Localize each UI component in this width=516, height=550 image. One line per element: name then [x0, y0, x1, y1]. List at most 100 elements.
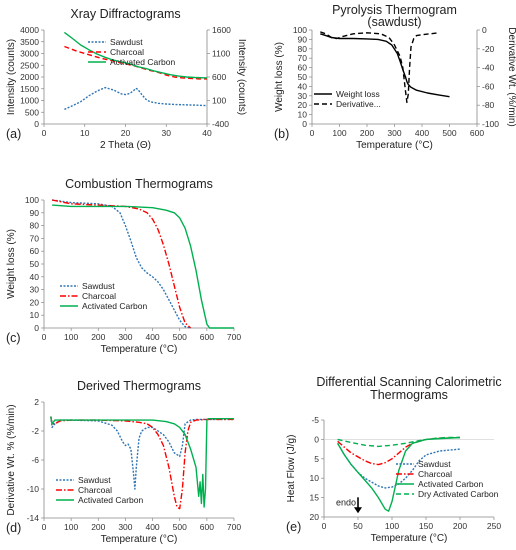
series-line-dry-activated-carbon — [337, 436, 460, 448]
series-line-activated-carbon — [52, 204, 234, 329]
legend-label-dry-activated-carbon: Dry Activated Carbon — [418, 489, 499, 499]
y-axis-label: Heat Flow (J/g) — [286, 435, 297, 503]
chart-title: Derived Thermograms — [77, 379, 201, 393]
x-tick-label: 500 — [173, 332, 187, 342]
x-tick-label: 100 — [64, 332, 78, 342]
x-tick-label: 0 — [322, 521, 327, 531]
y-tick-label: 5 — [314, 454, 319, 464]
y2-tick-label: -80 — [482, 100, 495, 110]
panel-label: (d) — [6, 521, 21, 535]
y-tick-label: 2500 — [20, 60, 39, 70]
x-tick-label: 500 — [173, 522, 187, 532]
y-tick-label: 60 — [30, 246, 40, 256]
legend-label-activated-carbon: Activated Carbon — [418, 479, 483, 489]
x-tick-label: 150 — [419, 521, 433, 531]
x-axis-label: Temperature (°C) — [356, 140, 433, 151]
chart-panel-e: Differential Scanning CalorimetricThermo… — [286, 375, 502, 544]
series-line-weight-loss — [320, 33, 450, 98]
y2-tick-label: -100 — [482, 119, 499, 129]
y2-tick-label: 1100 — [212, 49, 231, 59]
series-line-sawdust — [50, 416, 234, 490]
chart-title: Differential Scanning Calorimetric — [316, 375, 501, 389]
y2-axis-label: Derivative Wt. (%/min) — [506, 27, 516, 126]
y-tick-label: 20 — [310, 512, 320, 522]
series-line-activated-carbon — [63, 31, 208, 79]
x-tick-label: 200 — [360, 128, 374, 138]
y-tick-label: 30 — [298, 91, 308, 101]
y-tick-label: 80 — [30, 221, 40, 231]
legend-label-charcoal: Charcoal — [418, 469, 452, 479]
series-line-sawdust — [336, 442, 461, 489]
y-tick-label: 70 — [298, 53, 308, 63]
y-tick-label: 10 — [298, 110, 308, 120]
y-tick-label: -14 — [27, 513, 40, 523]
y-tick-label: 30 — [30, 285, 40, 295]
y-tick-label: 40 — [30, 272, 40, 282]
legend-label-sawdust: Sawdust — [78, 475, 111, 485]
x-axis-label: Temperature (°C) — [101, 534, 178, 545]
y-axis-label: Weight loss (%) — [274, 42, 285, 112]
y2-tick-label: -60 — [482, 81, 495, 91]
x-tick-label: 100 — [64, 522, 78, 532]
y-tick-label: 1000 — [20, 96, 39, 106]
y-tick-label: 90 — [30, 208, 40, 218]
x-tick-label: 600 — [200, 332, 214, 342]
y-tick-label: 90 — [298, 34, 308, 44]
x-tick-label: 400 — [145, 332, 159, 342]
series-line-activated-carbon — [336, 436, 461, 512]
x-tick-label: 200 — [91, 522, 105, 532]
y-axis-label: Weight loss (%) — [6, 229, 17, 299]
y-tick-label: 0 — [302, 119, 307, 129]
x-tick-label: 200 — [453, 521, 467, 531]
x-tick-label: 0 — [42, 128, 47, 138]
y-tick-label: 2 — [34, 397, 39, 407]
chart-title: Pyrolysis Thermogram — [332, 3, 457, 17]
x-tick-label: 400 — [415, 128, 429, 138]
chart-panel-d: Derived Thermograms 0 100 200 300 400 500 600 70… — [6, 379, 241, 545]
y-tick-label: 60 — [298, 63, 308, 73]
y-tick-label: 20 — [30, 297, 40, 307]
y-tick-label: 100 — [293, 25, 307, 35]
legend-label-charcoal: Charcoal — [82, 291, 116, 301]
y2-tick-label: 600 — [212, 72, 226, 82]
series-line-sawdust — [64, 86, 208, 111]
x-tick-label: 400 — [145, 522, 159, 532]
series-line-activated-carbon — [50, 416, 234, 508]
y-axis-label: Intensity (counts) — [6, 39, 17, 115]
y-tick-label: 40 — [298, 81, 308, 91]
x-tick-label: 0 — [42, 332, 47, 342]
x-tick-label: 0 — [310, 128, 315, 138]
legend-label-activated-carbon: Activated Carbon — [78, 495, 143, 505]
y-tick-label: 50 — [298, 72, 308, 82]
legend-label-activated-carbon: Activated Carbon — [82, 301, 147, 311]
legend-label-derivative: Derivative... — [336, 99, 381, 109]
y-tick-label: 1500 — [20, 84, 39, 94]
x-tick-label: 40 — [202, 128, 212, 138]
legend-label-charcoal: Charcoal — [110, 47, 144, 57]
y-tick-label: -10 — [27, 484, 40, 494]
y-tick-label: 0 — [34, 323, 39, 333]
legend-label-activated-carbon: Activated Carbon — [110, 57, 175, 67]
chart-panel-b: Pyrolysis Thermogram(sawdust)0 100 200 300 4… — [274, 3, 516, 151]
x-tick-label: 250 — [487, 521, 501, 531]
panel-label: (e) — [286, 520, 301, 534]
chart-title: Combustion Thermograms — [65, 177, 213, 191]
x-tick-label: 30 — [162, 128, 172, 138]
x-tick-label: 20 — [121, 128, 131, 138]
y2-tick-label: -40 — [482, 63, 495, 73]
x-axis-label: Temperature (°C) — [371, 533, 448, 544]
x-tick-label: 100 — [385, 521, 399, 531]
y-tick-label: 10 — [310, 473, 320, 483]
y-tick-label: 3000 — [20, 49, 39, 59]
y-tick-label: -5 — [311, 415, 319, 425]
x-tick-label: 300 — [118, 332, 132, 342]
legend-label-sawdust: Sawdust — [82, 281, 115, 291]
x-tick-label: 0 — [42, 522, 47, 532]
legend-label-sawdust: Sawdust — [110, 37, 143, 47]
y-tick-label: 50 — [30, 259, 40, 269]
